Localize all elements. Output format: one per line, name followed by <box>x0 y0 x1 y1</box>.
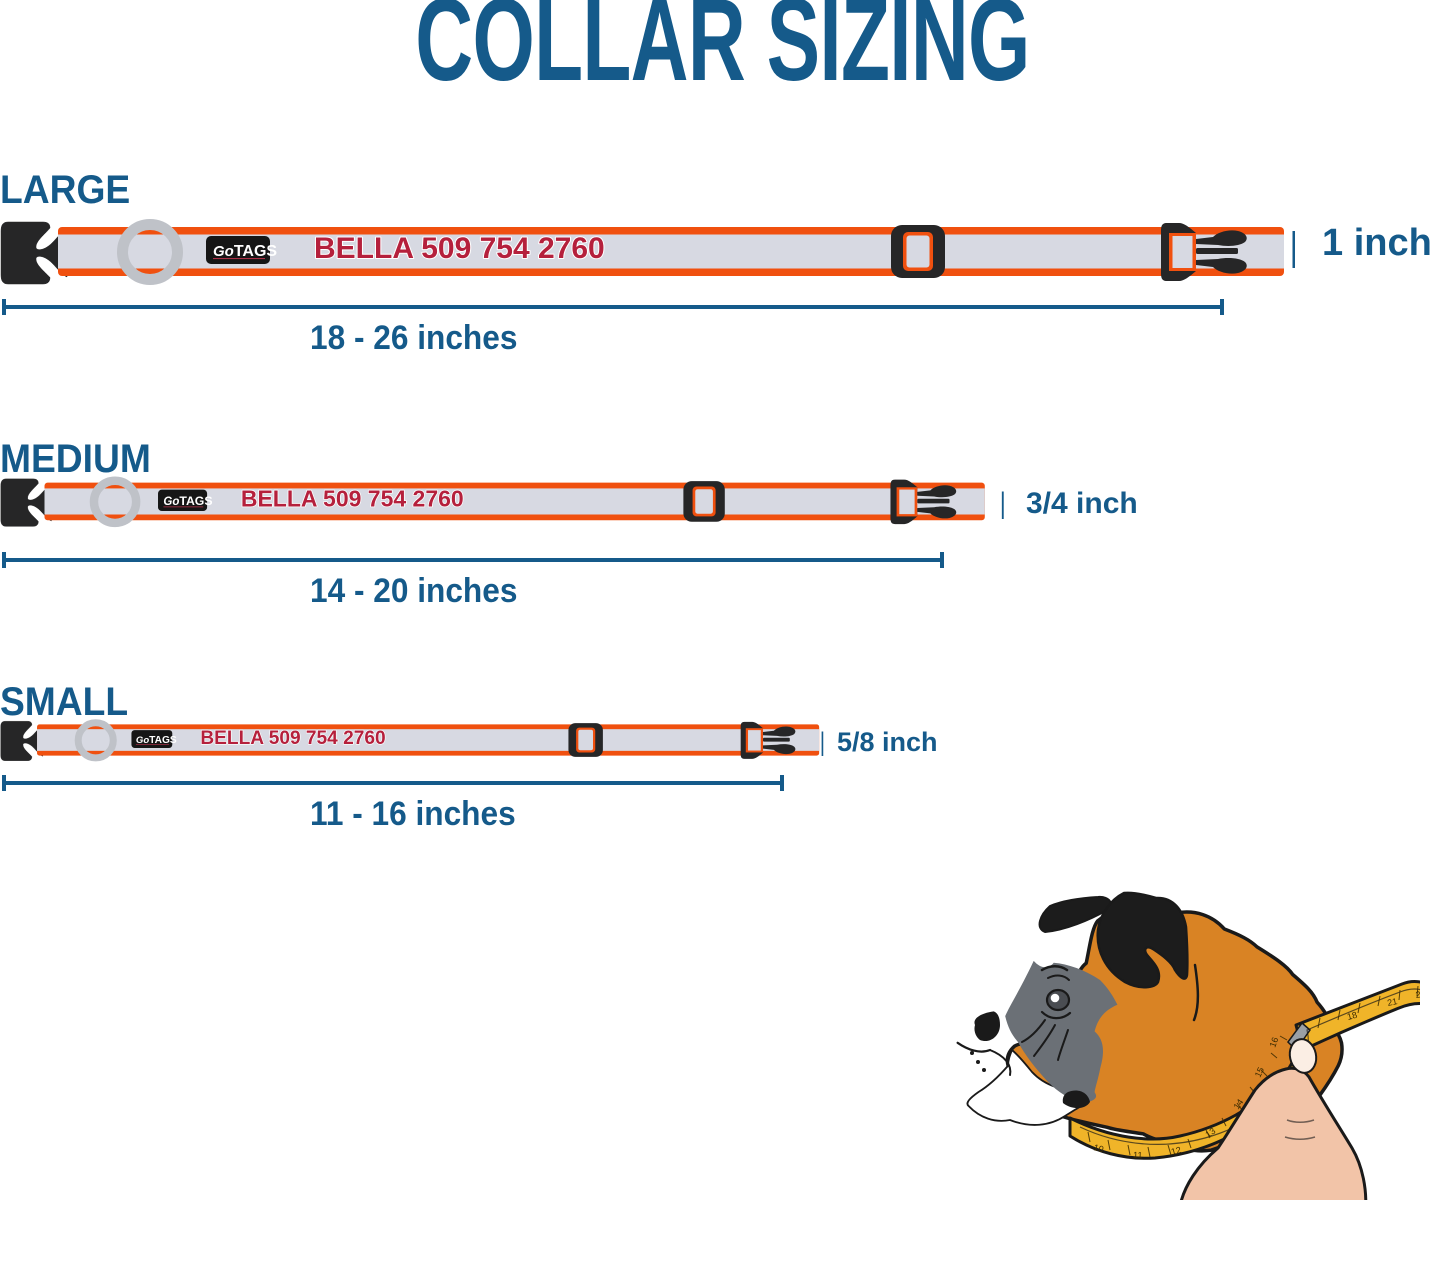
svg-text:GoTAGS: GoTAGS <box>163 494 212 508</box>
svg-text:23: 23 <box>1415 989 1420 1000</box>
svg-text:GoTAGS: GoTAGS <box>213 243 277 260</box>
svg-text:BELLA 509 754 2760: BELLA 509 754 2760 <box>241 485 464 511</box>
svg-text:BELLA 509 754 2760: BELLA 509 754 2760 <box>200 728 385 749</box>
svg-text:11: 11 <box>1133 1150 1143 1160</box>
svg-text:21: 21 <box>1386 996 1398 1008</box>
svg-text:BELLA 509 754 2760: BELLA 509 754 2760 <box>314 232 605 265</box>
